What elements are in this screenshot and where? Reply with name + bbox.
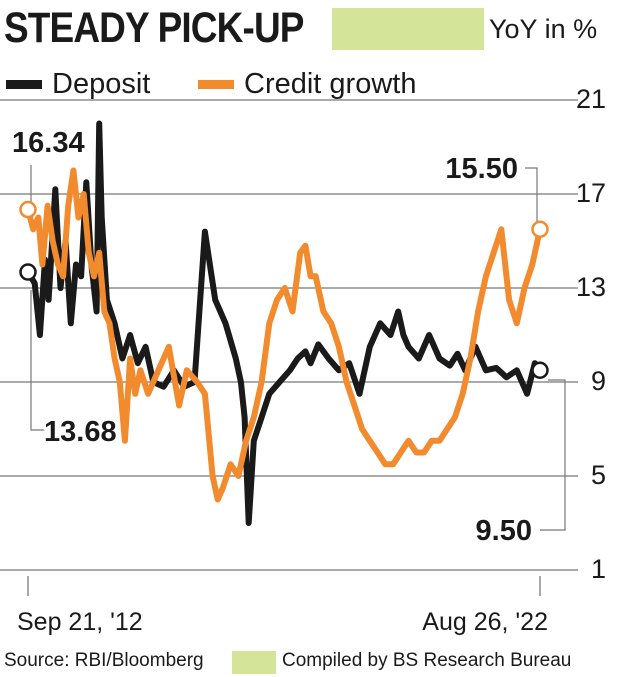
- y-tick-label-13: 13: [576, 272, 606, 302]
- compiled-note: Compiled by BS Research Bureau: [282, 650, 572, 671]
- legend-label-deposit: Deposit: [52, 67, 151, 100]
- title-accent-band: [332, 8, 484, 50]
- x-tick-label-end: Aug 26, '22: [422, 608, 548, 636]
- legend-label-credit: Credit growth: [244, 67, 417, 100]
- source-accent-band: [232, 651, 276, 674]
- y-tick-label-17: 17: [576, 178, 606, 208]
- legend-swatch-deposit: [6, 79, 42, 89]
- legend-item-credit: Credit growth: [198, 64, 416, 104]
- y-tick-label-9: 9: [591, 366, 606, 396]
- legend-item-deposit: Deposit: [6, 64, 150, 104]
- line-chart: 21 17 13 9 5 1 Sep 21, '12 Aug 26, '22 16.34 13.6…: [0, 84, 606, 636]
- series-line-deposit: [25, 120, 543, 526]
- annotation-label-1: 13.68: [44, 416, 117, 448]
- legend: Deposit Credit growth: [0, 64, 480, 104]
- annotation-leader-3: [540, 379, 566, 531]
- legend-swatch-credit: [198, 79, 234, 89]
- annotation-marker-3: [531, 361, 549, 379]
- annotation-label-0: 16.34: [12, 127, 85, 159]
- annotation-leader-2: [525, 167, 538, 225]
- y-tick-label-5: 5: [591, 460, 606, 490]
- y-tick-label-1: 1: [591, 554, 606, 584]
- series-line-credit: [25, 167, 543, 503]
- annotation-label-2: 15.50: [445, 153, 518, 185]
- unit-label: YoY in %: [489, 14, 598, 44]
- annotation-leader-1: [30, 290, 44, 431]
- annotation-marker-1: [19, 263, 37, 281]
- x-tick-label-start: Sep 21, '12: [17, 608, 143, 636]
- annotation-marker-0: [19, 200, 37, 219]
- chart-title: STEADY PICK-UP: [4, 4, 304, 52]
- annotation-label-3: 9.50: [476, 515, 532, 547]
- annotation-marker-2: [531, 220, 549, 238]
- source-note: Source: RBI/Bloomberg: [4, 650, 204, 671]
- y-tick-label-21: 21: [576, 84, 606, 114]
